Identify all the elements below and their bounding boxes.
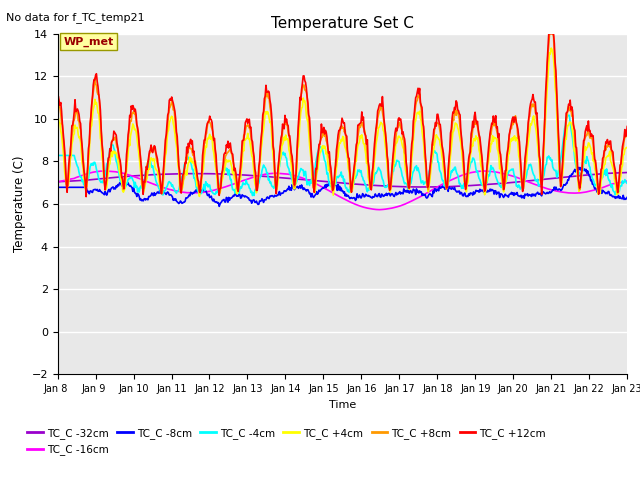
- Line: TC_C +4cm: TC_C +4cm: [58, 48, 627, 196]
- TC_C -8cm: [123, 182, 131, 188]
- TC_C +4cm: [180, 176, 188, 181]
- TC_C -32cm: [54, 179, 61, 185]
- TC_C +4cm: [623, 144, 631, 150]
- X-axis label: Time: Time: [329, 400, 356, 409]
- TC_C +12cm: [429, 135, 437, 141]
- TC_C +12cm: [211, 146, 219, 152]
- TC_C +4cm: [123, 168, 131, 174]
- TC_C -4cm: [180, 162, 188, 168]
- TC_C -16cm: [101, 168, 109, 174]
- TC_C +8cm: [211, 152, 219, 158]
- TC_C -8cm: [216, 204, 223, 209]
- Y-axis label: Temperature (C): Temperature (C): [13, 156, 26, 252]
- TC_C +4cm: [54, 115, 61, 121]
- TC_C -32cm: [623, 169, 631, 175]
- TC_C -32cm: [211, 171, 218, 177]
- TC_C +4cm: [64, 183, 72, 189]
- TC_C -32cm: [64, 179, 72, 184]
- Line: TC_C -16cm: TC_C -16cm: [58, 171, 627, 210]
- Text: WP_met: WP_met: [63, 36, 113, 47]
- TC_C +8cm: [413, 99, 420, 105]
- TC_C -8cm: [180, 199, 188, 205]
- Legend: TC_C -32cm, TC_C -16cm, TC_C -8cm, TC_C -4cm, TC_C +4cm, TC_C +8cm, TC_C +12cm: TC_C -32cm, TC_C -16cm, TC_C -8cm, TC_C …: [23, 424, 550, 459]
- TC_C -32cm: [412, 184, 419, 190]
- TC_C +12cm: [83, 194, 90, 200]
- TC_C +4cm: [413, 112, 420, 118]
- TC_C -8cm: [211, 199, 218, 204]
- TC_C +8cm: [54, 101, 61, 107]
- TC_C -16cm: [124, 171, 131, 177]
- TC_C -4cm: [249, 192, 257, 198]
- TC_C +12cm: [413, 93, 420, 99]
- TC_C +12cm: [64, 178, 72, 183]
- TC_C -16cm: [374, 207, 381, 213]
- TC_C +4cm: [429, 151, 437, 156]
- TC_C -4cm: [429, 151, 437, 157]
- TC_C +8cm: [429, 142, 437, 148]
- TC_C -16cm: [54, 179, 61, 185]
- TC_C -32cm: [420, 184, 428, 190]
- TC_C -32cm: [180, 171, 188, 177]
- TC_C -4cm: [564, 112, 572, 118]
- TC_C -4cm: [64, 153, 72, 158]
- TC_C +8cm: [546, 31, 554, 36]
- TC_C +12cm: [545, 31, 552, 36]
- TC_C +8cm: [181, 163, 189, 168]
- TC_C -8cm: [64, 184, 72, 190]
- Line: TC_C +8cm: TC_C +8cm: [58, 34, 627, 194]
- TC_C +12cm: [124, 144, 131, 150]
- TC_C -8cm: [575, 165, 582, 170]
- TC_C +4cm: [196, 193, 204, 199]
- TC_C +8cm: [623, 128, 631, 134]
- TC_C +8cm: [123, 159, 131, 165]
- Title: Temperature Set C: Temperature Set C: [271, 16, 414, 31]
- TC_C -16cm: [181, 190, 189, 195]
- TC_C -4cm: [54, 153, 61, 158]
- TC_C +12cm: [54, 95, 61, 101]
- TC_C +4cm: [547, 45, 555, 51]
- TC_C -8cm: [54, 184, 61, 190]
- Line: TC_C -8cm: TC_C -8cm: [58, 168, 627, 206]
- TC_C -16cm: [413, 195, 421, 201]
- TC_C -8cm: [413, 186, 420, 192]
- Line: TC_C -32cm: TC_C -32cm: [58, 172, 627, 187]
- TC_C -4cm: [413, 163, 420, 168]
- TC_C -8cm: [623, 194, 631, 200]
- Text: No data for f_TC_temp21: No data for f_TC_temp21: [6, 12, 145, 23]
- TC_C -16cm: [623, 178, 631, 184]
- TC_C +12cm: [623, 124, 631, 130]
- TC_C +8cm: [64, 182, 72, 188]
- Line: TC_C -4cm: TC_C -4cm: [58, 115, 627, 195]
- TC_C -32cm: [429, 184, 437, 190]
- TC_C -16cm: [64, 177, 72, 182]
- TC_C -32cm: [123, 174, 131, 180]
- TC_C -4cm: [623, 180, 631, 186]
- Line: TC_C +12cm: TC_C +12cm: [58, 34, 627, 197]
- TC_C +8cm: [158, 191, 166, 197]
- TC_C -8cm: [429, 188, 437, 194]
- TC_C -4cm: [123, 180, 131, 186]
- TC_C -4cm: [211, 191, 218, 197]
- TC_C +4cm: [211, 162, 219, 168]
- TC_C +12cm: [181, 160, 189, 166]
- TC_C -16cm: [211, 187, 219, 193]
- TC_C -16cm: [430, 186, 438, 192]
